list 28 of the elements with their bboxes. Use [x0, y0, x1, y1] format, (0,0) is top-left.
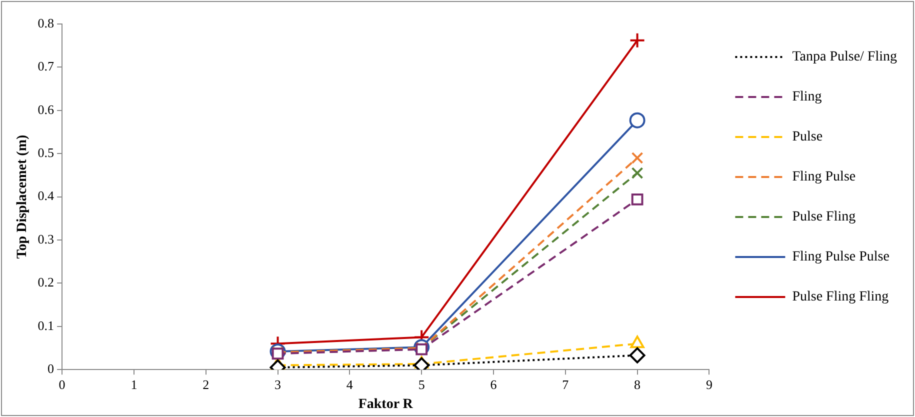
- x-tick-label: 1: [130, 376, 138, 392]
- x-tick-label: 4: [346, 376, 354, 392]
- y-tick-label: 0.6: [38, 102, 55, 117]
- x-tick-label: 8: [634, 376, 641, 392]
- x-tick-label: 7: [562, 376, 570, 392]
- x-tick-label: 0: [58, 376, 66, 392]
- legend-label: Fling Pulse Pulse: [792, 250, 890, 265]
- y-tick-label: 0.4: [38, 188, 55, 204]
- legend-label: Pulse Fling: [792, 210, 856, 225]
- legend-label: Pulse Fling Fling: [792, 290, 889, 305]
- y-tick-label: 0.5: [38, 145, 54, 160]
- legend-label: Fling: [792, 90, 822, 105]
- x-tick-label: 5: [418, 376, 425, 392]
- y-axis-title: Top Displacemet (m): [15, 134, 30, 259]
- x-tick-label: 9: [706, 376, 712, 392]
- y-tick-label: 0.8: [38, 15, 54, 30]
- y-tick-label: 0.7: [38, 58, 55, 74]
- legend-label: Fling Pulse: [792, 170, 856, 185]
- x-axis-title: Faktor R: [358, 397, 414, 412]
- y-tick-label: 0.2: [38, 274, 54, 290]
- legend-label: Pulse: [792, 130, 823, 145]
- y-tick-label: 0: [48, 361, 54, 376]
- x-tick-label: 6: [490, 376, 498, 392]
- y-tick-label: 0.3: [38, 231, 54, 246]
- legend-label: Tanpa Pulse/ Fling: [792, 50, 897, 65]
- x-tick-label: 3: [274, 376, 282, 392]
- x-tick-label: 2: [202, 376, 210, 392]
- y-tick-label: 0.1: [38, 318, 54, 333]
